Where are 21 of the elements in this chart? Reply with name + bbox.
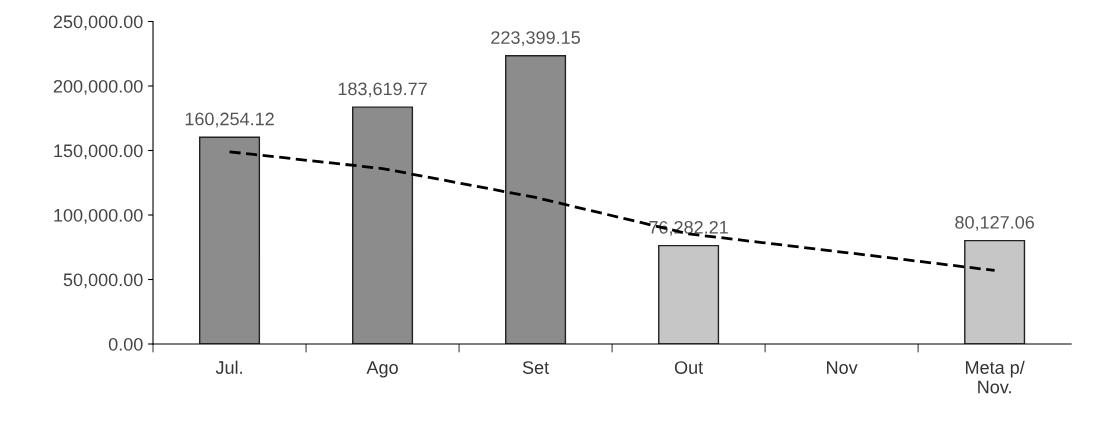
data-label: 223,399.15 <box>491 31 580 47</box>
bar <box>352 106 414 344</box>
x-tick-label: Nov <box>827 361 858 374</box>
bar <box>198 136 261 344</box>
y-tick-label: 100,000.00 <box>54 208 143 224</box>
y-tick-label: 150,000.00 <box>54 144 143 160</box>
y-tick-label: 0.00 <box>108 337 143 351</box>
x-tick-label: Ago <box>366 361 398 378</box>
data-label: 80,127.06 <box>955 215 1034 231</box>
y-tick-label: 200,000.00 <box>53 79 143 95</box>
x-tick-label: Meta p/ Nov. <box>966 360 1025 394</box>
x-tick-label: Out <box>674 361 704 374</box>
y-tick-label: 50,000.00 <box>63 273 143 289</box>
x-tick-label: Jul. <box>215 360 242 374</box>
bar <box>505 55 567 344</box>
bar <box>658 244 720 344</box>
x-tick-label: Set <box>522 361 549 374</box>
data-label: 160,254.12 <box>185 112 274 128</box>
bar <box>964 239 1026 344</box>
data-label: 183,619.77 <box>338 82 427 98</box>
y-tick-label: 250,000.00 <box>53 15 143 31</box>
